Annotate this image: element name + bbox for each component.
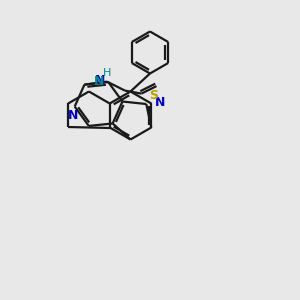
Text: N: N [68, 109, 78, 122]
Text: N: N [94, 74, 105, 88]
Text: H: H [103, 68, 111, 78]
Text: N: N [155, 96, 166, 110]
Text: S: S [149, 89, 158, 102]
Text: N: N [95, 74, 105, 87]
